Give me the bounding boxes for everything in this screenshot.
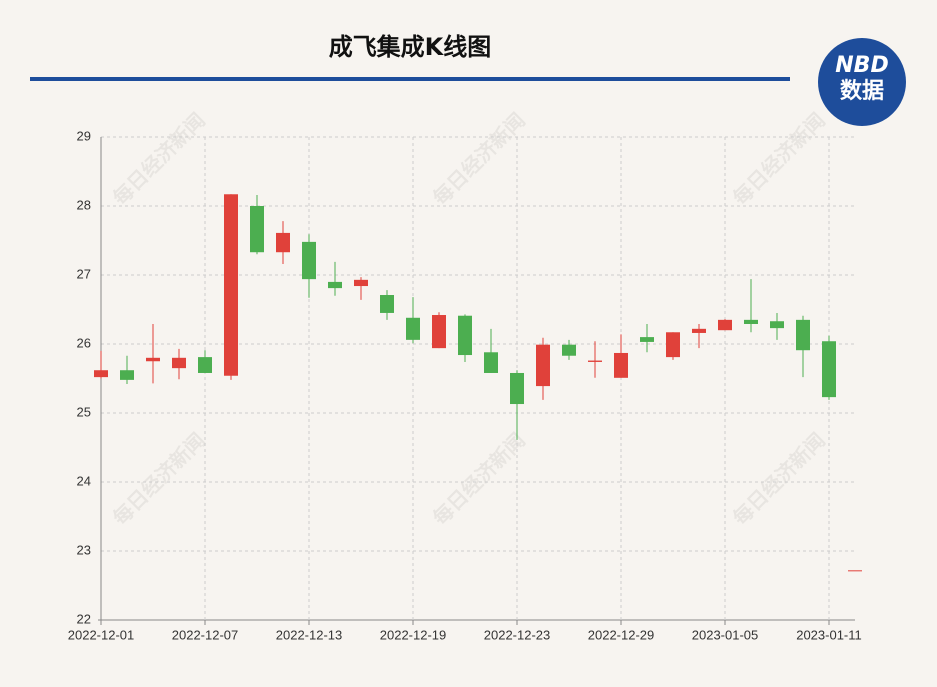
watermark: 每日经济新闻 <box>108 428 210 530</box>
x-tick-label: 2022-12-13 <box>276 627 343 642</box>
candle-body <box>172 357 186 369</box>
logo-bottom: 数据 <box>840 78 884 104</box>
candle-body <box>276 232 290 253</box>
candle-body <box>120 370 134 380</box>
x-tick-label: 2022-12-01 <box>68 627 135 642</box>
candle-body <box>250 206 264 253</box>
candle-body <box>510 372 524 405</box>
x-tick-label: 2022-12-29 <box>588 627 655 642</box>
y-tick-label: 27 <box>77 266 91 281</box>
chart-title: 成飞集成K线图 <box>329 33 492 61</box>
candle-body <box>302 241 316 280</box>
y-tick-label: 24 <box>77 473 91 488</box>
candle-body <box>692 328 706 333</box>
x-tick-label: 2022-12-07 <box>172 627 239 642</box>
candle-body <box>146 357 160 362</box>
watermark: 每日经济新闻 <box>108 108 210 210</box>
candle-body <box>198 357 212 373</box>
candle-body <box>666 332 680 358</box>
x-tick-label: 2023-01-11 <box>796 627 862 642</box>
candle-body <box>588 360 602 362</box>
y-tick-label: 28 <box>77 197 91 212</box>
y-tick-label: 22 <box>77 611 91 626</box>
logo-top: NBD <box>835 53 888 78</box>
candle-body <box>536 344 550 387</box>
watermark: 每日经济新闻 <box>728 108 830 210</box>
candle-body <box>432 315 446 349</box>
candle-body <box>354 279 368 287</box>
logo <box>818 38 906 126</box>
x-tick-label: 2022-12-19 <box>380 627 447 642</box>
x-tick-label: 2022-12-23 <box>484 627 551 642</box>
watermark: 每日经济新闻 <box>428 428 530 530</box>
candle-body <box>458 315 472 356</box>
y-tick-label: 26 <box>77 335 91 350</box>
candle-body <box>94 370 108 378</box>
candle-body <box>614 352 628 378</box>
candle-body <box>224 194 238 376</box>
y-tick-label: 29 <box>77 128 91 143</box>
watermark: 每日经济新闻 <box>728 428 830 530</box>
candle-body <box>640 337 654 342</box>
candle-body <box>848 570 862 572</box>
title-rule <box>30 77 790 81</box>
x-tick-label: 2023-01-05 <box>692 627 759 642</box>
candle-body <box>328 281 342 289</box>
y-tick-label: 25 <box>77 404 91 419</box>
candle-body <box>770 321 784 329</box>
candle-body <box>484 352 498 373</box>
candle-body <box>822 341 836 398</box>
candle-body <box>380 295 394 313</box>
watermark: 每日经济新闻 <box>428 108 530 210</box>
candle-body <box>406 317 420 340</box>
candle-body <box>744 319 758 324</box>
y-tick-label: 23 <box>77 542 91 557</box>
candle-body <box>796 319 810 351</box>
candle-body <box>718 319 732 331</box>
candle-body <box>562 344 576 356</box>
